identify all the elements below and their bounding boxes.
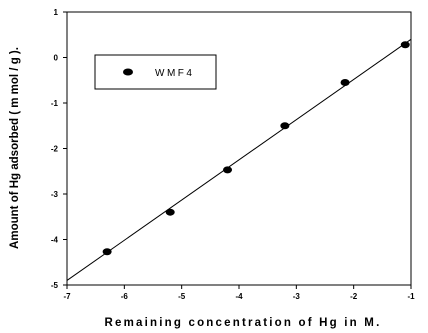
y-tick-label: -3 <box>51 190 59 199</box>
legend-marker <box>123 68 133 76</box>
x-tick-label: -3 <box>293 292 301 301</box>
x-tick-label: -2 <box>350 292 358 301</box>
y-tick-label: 1 <box>54 8 59 17</box>
data-point <box>165 208 175 216</box>
y-axis-title: Amount of Hg adsorbed ( m mol / g ). <box>9 47 21 249</box>
data-points <box>102 41 410 256</box>
y-tick-label: -1 <box>51 99 59 108</box>
fit-line <box>66 38 412 281</box>
y-tick-label: 0 <box>54 54 59 63</box>
x-tick-label: -1 <box>407 292 415 301</box>
data-point <box>280 122 290 130</box>
x-tick-label: -7 <box>63 292 71 301</box>
legend-label: WMF4 <box>155 68 194 79</box>
x-axis-title: Remaining concentration of Hg in M. <box>105 317 382 329</box>
x-tick-label: -6 <box>121 292 129 301</box>
x-tick-label: -4 <box>235 292 243 301</box>
legend-box <box>94 54 217 90</box>
y-tick-label: -4 <box>51 236 59 245</box>
data-point <box>223 166 233 174</box>
x-tick-label: -5 <box>178 292 186 301</box>
data-point <box>102 248 112 256</box>
legend: WMF4 <box>94 54 217 90</box>
ticks: -7 -6 -5 -4 -3 -2 -1 -5 -4 -3 -2 -1 0 1 <box>51 8 415 301</box>
data-point <box>400 41 410 49</box>
data-point <box>340 79 350 87</box>
y-tick-label: -2 <box>51 145 59 154</box>
fit-line-group <box>66 38 412 281</box>
y-tick-label: -5 <box>51 281 59 290</box>
